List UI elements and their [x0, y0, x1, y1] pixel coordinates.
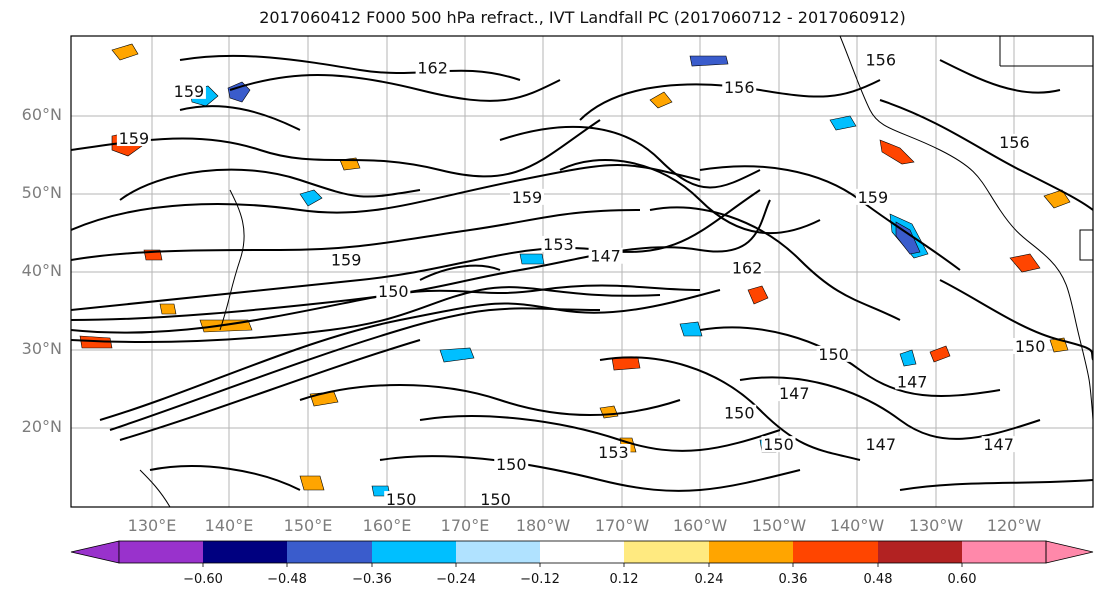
colorbar-segment	[793, 541, 878, 563]
colorbar-tick-label: −0.36	[352, 572, 392, 587]
lat-label-20n: 20°N	[21, 417, 62, 436]
contour-label: 150	[386, 490, 417, 509]
lon-label-130w: 130°W	[908, 516, 964, 535]
lon-label-160e: 160°E	[362, 516, 412, 535]
contour-label-background	[895, 373, 930, 390]
contour-label-background	[541, 235, 576, 252]
lon-label-140e: 140°E	[204, 516, 254, 535]
contour-label-background	[376, 283, 411, 300]
contour-label: 162	[417, 58, 448, 77]
contour-label-background	[730, 259, 765, 276]
colorbar-tick-label: −0.48	[267, 572, 307, 587]
contour-label: 162	[732, 259, 763, 278]
contour-label-background	[761, 436, 796, 453]
colorbar-segment	[962, 541, 1046, 563]
map-plot-area: 162 159 159 156 156 156 159 159 153 147 162 159 150 1…	[71, 36, 1093, 509]
contour-label: 159	[512, 188, 543, 207]
coastlines	[139, 36, 1093, 507]
colorbar-segment	[287, 541, 372, 563]
contour-label: 156	[724, 78, 755, 97]
lon-label-160w: 160°W	[672, 516, 728, 535]
contour-label: 147	[865, 435, 896, 454]
lat-label-50n: 50°N	[21, 183, 62, 202]
contour-label: 156	[999, 133, 1030, 152]
lon-label-120w: 120°W	[986, 516, 1042, 535]
colorbar-tick-label: 0.24	[694, 572, 724, 587]
contour-label: 150	[763, 435, 794, 454]
contour-label: 150	[724, 404, 755, 423]
colorbar-extend-low	[70, 540, 120, 564]
colorbar-tick-label: −0.60	[183, 572, 223, 587]
colorbar-segment	[456, 541, 540, 563]
colorbar-tick-label: 0.60	[947, 572, 977, 587]
lon-label-140w: 140°W	[829, 516, 885, 535]
contour-label-background	[816, 345, 851, 362]
contour-label-background	[116, 129, 151, 146]
contour-label-background	[863, 51, 898, 68]
contour-label: 147	[779, 384, 810, 403]
page-title: 2017060412 F000 500 hPa refract., IVT La…	[259, 8, 906, 27]
contour-label-background	[494, 455, 529, 472]
contour-label: 150	[1015, 337, 1046, 356]
contour-label: 153	[543, 235, 574, 254]
contour-label: 150	[496, 455, 527, 474]
colorbar-segment	[540, 541, 624, 563]
contour-label-background	[722, 78, 757, 95]
colorbar-segment	[878, 541, 962, 563]
colorbar-segment	[709, 541, 793, 563]
lat-label-40n: 40°N	[21, 261, 62, 280]
contour-label: 147	[590, 247, 621, 266]
contour-label-background	[1013, 338, 1048, 354]
contour-label: 156	[865, 50, 896, 69]
contour-label-background	[171, 82, 206, 99]
colorbar	[70, 540, 1094, 567]
lon-label-150e: 150°E	[283, 516, 333, 535]
colorbar-tick-label: 0.12	[609, 572, 639, 587]
contour-label-background	[384, 491, 419, 507]
contour-label: 150	[378, 282, 409, 301]
contour-label-background	[329, 251, 364, 268]
lat-label-60n: 60°N	[21, 105, 62, 124]
contour-label-background	[596, 443, 631, 460]
colorbar-segment	[372, 541, 456, 563]
contour-label: 159	[331, 251, 362, 270]
contour-label-background	[509, 188, 544, 205]
colorbar-segment	[624, 541, 709, 563]
contour-label: 159	[174, 82, 205, 101]
contour-label: 150	[480, 490, 511, 509]
contour-label: 150	[818, 345, 849, 364]
contour-label-background	[478, 491, 513, 507]
contour-label-background	[415, 59, 450, 76]
lat-label-30n: 30°N	[21, 339, 62, 358]
contour-label: 159	[119, 129, 150, 148]
contour-label-background	[981, 436, 1016, 453]
colorbar-tick-label: 0.36	[778, 572, 808, 587]
contour-label-background	[588, 247, 623, 264]
contour-label-background	[855, 188, 890, 205]
map-frame	[70, 35, 1094, 508]
colorbar-tick-label: −0.24	[436, 572, 476, 587]
colorbar-extend-high	[1045, 540, 1094, 564]
contour-label-background	[722, 404, 757, 421]
lon-label-130e: 130°E	[127, 516, 177, 535]
lon-label-150w: 150°W	[751, 516, 807, 535]
contour-label-background	[997, 133, 1032, 150]
colorbar-tick-label: 0.48	[863, 572, 893, 587]
colorbar-segment	[203, 541, 287, 563]
contour-label-background	[777, 385, 812, 402]
colorbar-tick-label: −0.12	[520, 572, 560, 587]
contour-labels: 162 159 159 156 156 156 159 159 153 147 162 159 150 1…	[116, 50, 1048, 509]
colorbar-segment	[119, 541, 203, 563]
contour-label-background	[863, 436, 898, 453]
contour-label: 147	[983, 435, 1014, 454]
contour-label: 159	[858, 188, 889, 207]
contour-label: 153	[598, 443, 629, 462]
lon-label-170e: 170°E	[440, 516, 490, 535]
contour-label: 147	[897, 372, 928, 391]
lon-label-180w: 180°W	[515, 516, 571, 535]
lon-label-170w: 170°W	[594, 516, 650, 535]
